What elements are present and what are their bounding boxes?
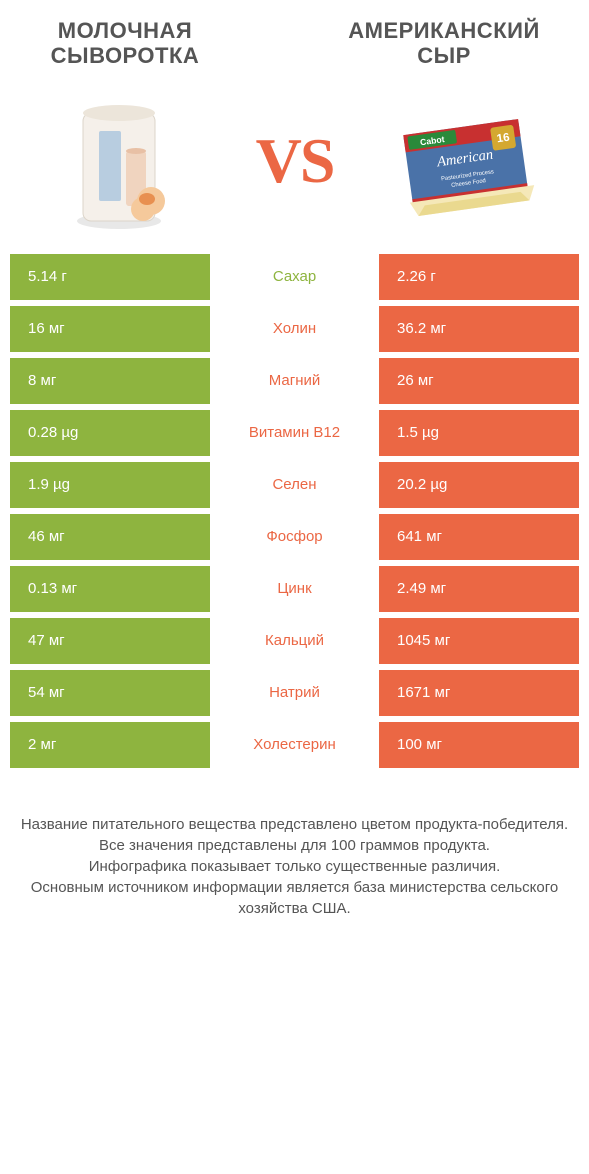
nutrient-label: Магний — [210, 358, 379, 404]
nutrient-label: Холестерин — [210, 722, 379, 768]
header: МОЛОЧНАЯ СЫВОРОТКА АМЕРИКАНСКИЙ СЫР — [0, 0, 589, 79]
product-image-left — [54, 89, 199, 234]
footer-notes: Название питательного вещества представл… — [0, 774, 589, 919]
table-row: 8 мгМагний26 мг — [10, 358, 579, 404]
table-row: 2 мгХолестерин100 мг — [10, 722, 579, 768]
images-row: VS Cabot 16 American Pasteurized Process… — [0, 79, 589, 254]
title-right-line2: СЫР — [417, 43, 471, 68]
value-right: 100 мг — [379, 722, 579, 768]
svg-text:16: 16 — [496, 131, 511, 146]
footer-line: Название питательного вещества представл… — [20, 814, 569, 835]
value-left: 5.14 г — [10, 254, 210, 300]
value-right: 641 мг — [379, 514, 579, 560]
value-left: 0.13 мг — [10, 566, 210, 612]
table-row: 0.28 µgВитамин B121.5 µg — [10, 410, 579, 456]
value-right: 2.49 мг — [379, 566, 579, 612]
value-right: 36.2 мг — [379, 306, 579, 352]
vs-label: VS — [256, 124, 334, 198]
nutrient-label: Натрий — [210, 670, 379, 716]
value-left: 2 мг — [10, 722, 210, 768]
table-row: 47 мгКальций1045 мг — [10, 618, 579, 664]
nutrient-label: Селен — [210, 462, 379, 508]
table-row: 46 мгФосфор641 мг — [10, 514, 579, 560]
nutrient-label: Сахар — [210, 254, 379, 300]
value-left: 16 мг — [10, 306, 210, 352]
footer-line: Основным источником информации является … — [20, 877, 569, 919]
title-left-line2: СЫВОРОТКА — [51, 43, 200, 68]
value-right: 2.26 г — [379, 254, 579, 300]
title-left-line1: МОЛОЧНАЯ — [58, 18, 193, 43]
table-row: 54 мгНатрий1671 мг — [10, 670, 579, 716]
value-left: 47 мг — [10, 618, 210, 664]
value-right: 1671 мг — [379, 670, 579, 716]
value-right: 26 мг — [379, 358, 579, 404]
value-right: 1.5 µg — [379, 410, 579, 456]
value-right: 1045 мг — [379, 618, 579, 664]
value-left: 0.28 µg — [10, 410, 210, 456]
nutrient-label: Кальций — [210, 618, 379, 664]
value-left: 1.9 µg — [10, 462, 210, 508]
product-image-right: Cabot 16 American Pasteurized Process Ch… — [390, 89, 535, 234]
table-row: 5.14 гСахар2.26 г — [10, 254, 579, 300]
footer-line: Все значения представлены для 100 граммо… — [20, 835, 569, 856]
table-row: 0.13 мгЦинк2.49 мг — [10, 566, 579, 612]
nutrient-label: Цинк — [210, 566, 379, 612]
nutrient-label: Холин — [210, 306, 379, 352]
title-right-line1: АМЕРИКАНСКИЙ — [348, 18, 540, 43]
value-left: 8 мг — [10, 358, 210, 404]
footer-line: Инфографика показывает только существенн… — [20, 856, 569, 877]
value-left: 54 мг — [10, 670, 210, 716]
table-row: 16 мгХолин36.2 мг — [10, 306, 579, 352]
value-left: 46 мг — [10, 514, 210, 560]
product-title-left: МОЛОЧНАЯ СЫВОРОТКА — [10, 18, 240, 69]
nutrient-label: Фосфор — [210, 514, 379, 560]
value-right: 20.2 µg — [379, 462, 579, 508]
nutrient-label: Витамин B12 — [210, 410, 379, 456]
table-row: 1.9 µgСелен20.2 µg — [10, 462, 579, 508]
product-title-right: АМЕРИКАНСКИЙ СЫР — [309, 18, 579, 69]
comparison-table: 5.14 гСахар2.26 г 16 мгХолин36.2 мг 8 мгМа… — [0, 254, 589, 768]
